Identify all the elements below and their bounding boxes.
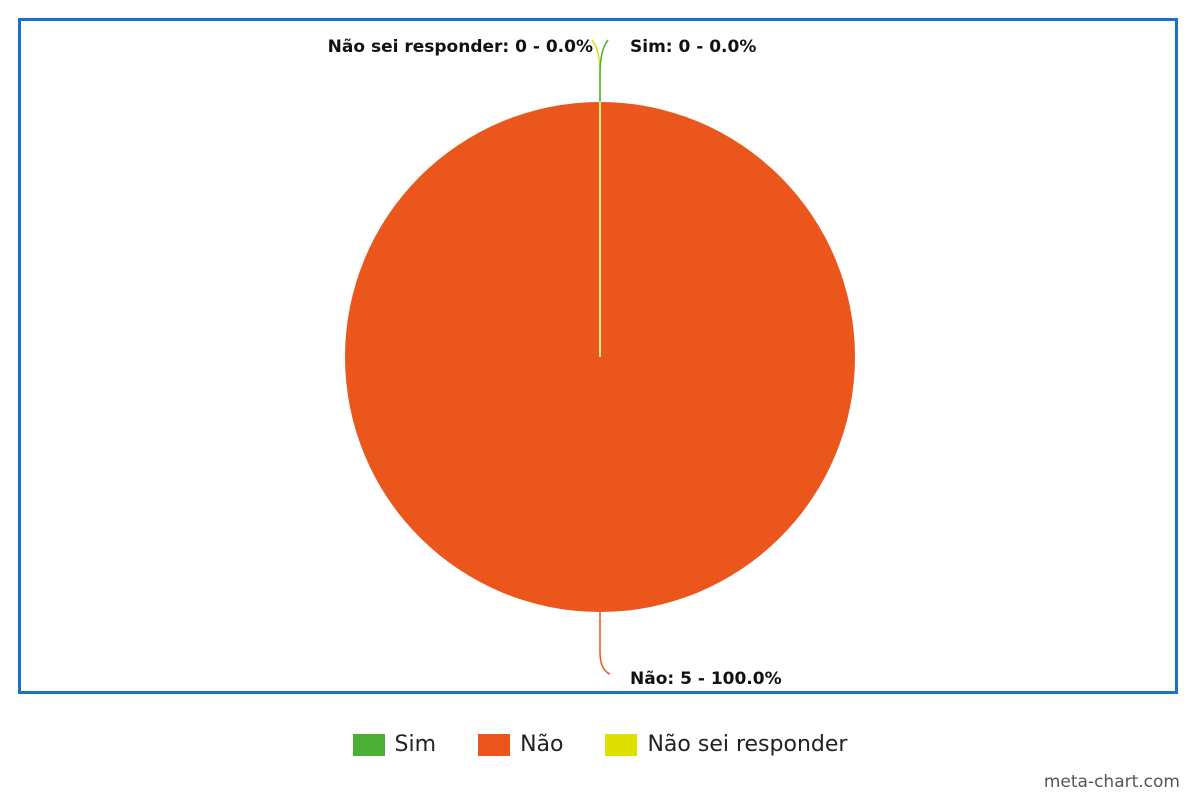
legend-swatch-nao [478, 733, 511, 756]
legend-swatch-nao-sei-responder [605, 733, 638, 756]
slice-label-nao-sei-responder: Não sei responder: 0 - 0.0% [328, 37, 593, 57]
slice-label-nao: Não: 5 - 100.0% [630, 669, 782, 689]
legend-label-nao-sei-responder: Não sei responder [647, 732, 848, 757]
chart-legend: Sim Não Não sei responder [0, 732, 1200, 757]
legend-label-sim: Sim [394, 732, 437, 757]
legend-item-nao-sei-responder[interactable]: Não sei responder [605, 732, 847, 757]
leader-lines [591, 39, 611, 675]
legend-label-nao: Não [520, 732, 564, 757]
legend-item-nao[interactable]: Não [478, 732, 563, 757]
leader-line-nao-sei-responder [591, 39, 601, 102]
slices-layer [345, 102, 855, 612]
legend-item-sim[interactable]: Sim [352, 732, 437, 757]
leader-line-nao [599, 612, 611, 675]
leader-line-sim [599, 39, 609, 102]
watermark: meta-chart.com [1043, 772, 1180, 792]
slice-label-sim: Sim: 0 - 0.0% [630, 37, 756, 57]
slice-labels: Não sei responder: 0 - 0.0% Sim: 0 - 0.0… [328, 37, 782, 689]
legend-swatch-sim [352, 733, 385, 756]
